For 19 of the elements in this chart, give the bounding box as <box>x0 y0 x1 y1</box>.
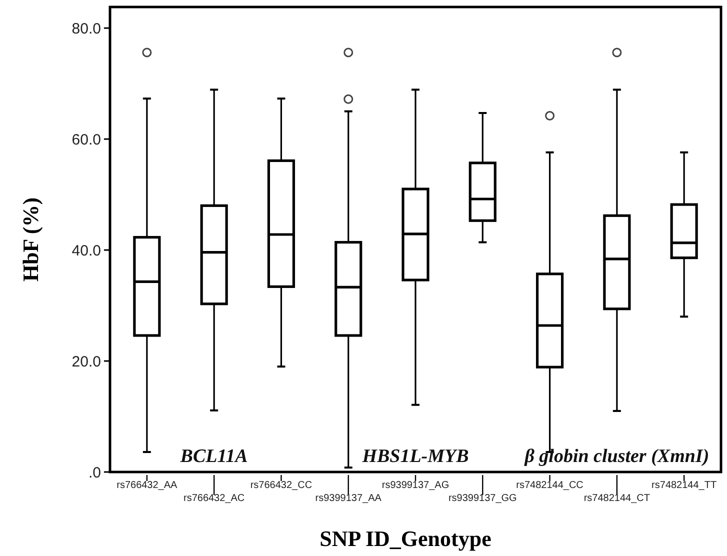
y-axis-title: HbF (%) <box>18 197 43 282</box>
x-tick-label: rs9399137_AA <box>315 493 382 504</box>
x-tick-label: rs7482144_CT <box>584 493 650 504</box>
x-tick-label: rs7482144_TT <box>652 480 717 491</box>
x-tick-label: rs766432_CC <box>250 480 312 491</box>
y-tick-label: 60.0 <box>72 131 101 148</box>
x-tick-label: rs766432_AC <box>183 493 245 504</box>
y-tick-label: .0 <box>88 464 101 482</box>
x-tick-label: rs7482144_CC <box>516 480 584 491</box>
annotation: β globin cluster (XmnI) <box>524 446 710 467</box>
x-axis-title: SNP ID_Genotype <box>320 526 492 551</box>
y-tick-label: 40.0 <box>72 242 101 260</box>
y-tick-label: 20.0 <box>72 353 101 370</box>
x-tick-label: rs9399137_GG <box>448 493 518 504</box>
x-tick-label: rs766432_AA <box>116 480 178 491</box>
annotation: BCL11A <box>179 446 248 467</box>
x-tick-label: rs9399137_AG <box>382 480 450 491</box>
y-tick-label: 80.0 <box>72 20 101 38</box>
annotation: HBS1L-MYB <box>361 446 469 467</box>
